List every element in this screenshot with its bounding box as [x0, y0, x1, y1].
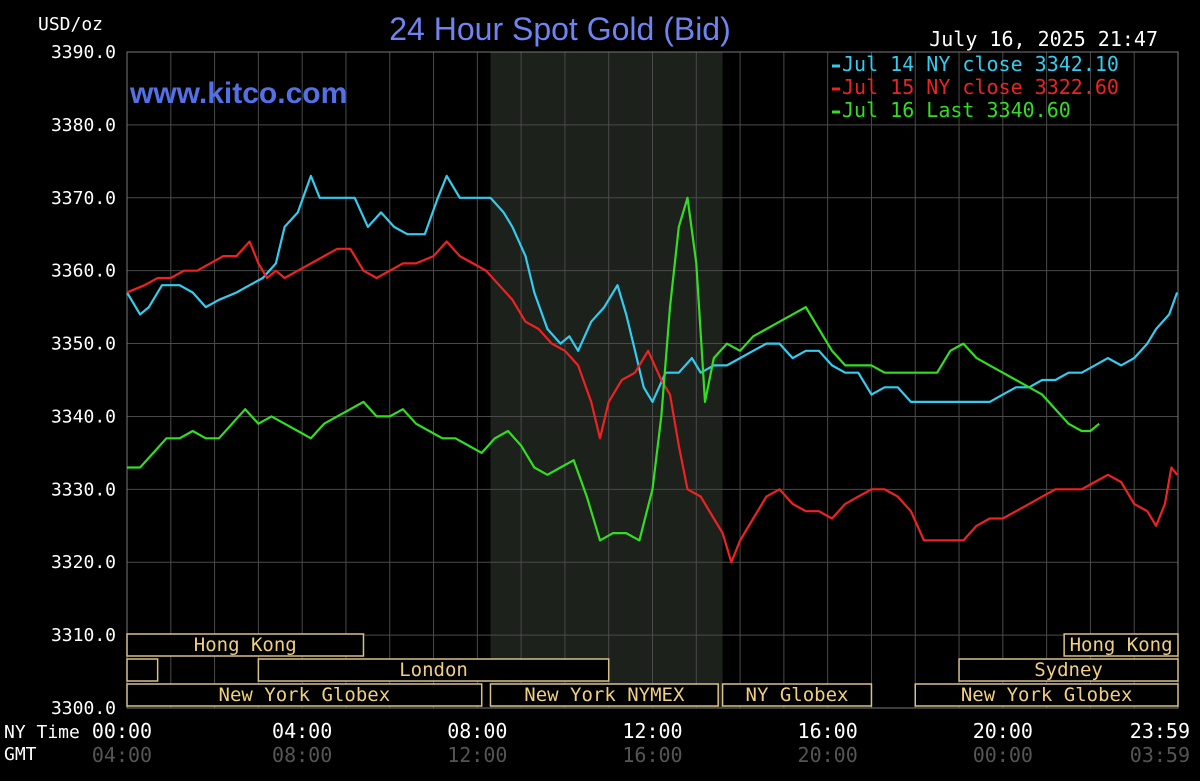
y-tick-label: 3380.0 — [51, 115, 116, 136]
y-tick-label: 3310.0 — [51, 625, 116, 646]
session-box — [1063, 633, 1179, 657]
legend: Jul 14 NY close 3342.10 Jul 15 NY close … — [832, 52, 1119, 122]
x-tick-label-gmt: 00:00 — [973, 743, 1033, 767]
kitco-watermark: www.kitco.com — [129, 77, 347, 110]
x-tick-label-ny: 16:00 — [798, 719, 858, 743]
session-box — [126, 658, 159, 682]
x-tick-label-gmt: 16:00 — [622, 743, 682, 767]
x-tick-label-gmt: 04:00 — [92, 743, 152, 767]
y-tick-label: 3340.0 — [51, 406, 116, 427]
session-label: Hong Kong — [194, 634, 297, 656]
y-tick-label: 3390.0 — [51, 42, 116, 63]
ny-time-row-label: NY Time — [4, 722, 80, 743]
nymex-session-shade — [490, 52, 723, 708]
x-tick-label-gmt: 03:59 — [1130, 743, 1190, 767]
session-box — [257, 658, 610, 682]
x-tick-label-gmt: 12:00 — [447, 743, 507, 767]
session-box — [958, 658, 1179, 682]
session-box — [721, 683, 873, 707]
legend-entry-jul-15: Jul 15 NY close 3322.60 — [842, 75, 1119, 99]
chart-title: 24 Hour Spot Gold (Bid) — [389, 11, 731, 47]
series-line-1 — [126, 240, 1178, 564]
series-line-2 — [127, 196, 1100, 542]
x-tick-label-ny: 20:00 — [973, 719, 1033, 743]
y-tick-label: 3370.0 — [51, 188, 116, 209]
price-series — [126, 174, 1179, 564]
session-box — [489, 683, 719, 707]
y-tick-label: 3360.0 — [51, 261, 116, 282]
gmt-row-label: GMT — [4, 744, 37, 765]
x-tick-label-ny: 04:00 — [272, 719, 332, 743]
session-label: New York Globex — [961, 684, 1133, 706]
y-tick-label: 3350.0 — [51, 334, 116, 355]
x-tick-label-ny: 08:00 — [447, 719, 507, 743]
session-label: New York Globex — [219, 684, 391, 706]
nymex-shaded-region — [490, 52, 723, 708]
y-tick-label: 3330.0 — [51, 479, 116, 500]
y-tick-label: 3300.0 — [51, 698, 116, 719]
plot-border — [126, 51, 1179, 709]
session-label: London — [399, 659, 468, 681]
session-label: Hong Kong — [1070, 634, 1173, 656]
x-tick-label-gmt: 08:00 — [272, 743, 332, 767]
chart-timestamp: July 16, 2025 21:47 — [929, 27, 1158, 51]
x-tick-label-gmt: 20:00 — [798, 743, 858, 767]
session-box — [126, 683, 483, 707]
session-label: NY Globex — [746, 684, 849, 706]
session-box — [126, 633, 365, 657]
session-label: New York NYMEX — [524, 684, 685, 706]
market-sessions: Hong Kong Hong Kong London Sydney New York G… — [126, 633, 1179, 707]
legend-entry-jul-16: Jul 16 Last 3340.60 — [842, 98, 1071, 122]
session-box — [914, 683, 1179, 707]
series-line-0 — [126, 174, 1179, 403]
x-tick-label-ny: 00:00 — [92, 719, 152, 743]
y-axis-unit-label: USD/oz — [38, 14, 103, 35]
session-label: Sydney — [1034, 659, 1103, 681]
x-axis-ticks: 00:00 04:00 08:00 12:00 16:00 20:00 23:5904:00… — [92, 719, 1190, 767]
legend-entry-jul-14: Jul 14 NY close 3342.10 — [842, 52, 1119, 76]
x-tick-label-ny: 23:59 — [1130, 719, 1190, 743]
y-tick-label: 3320.0 — [51, 552, 116, 573]
x-tick-label-ny: 12:00 — [622, 719, 682, 743]
y-axis-ticks: 3390.0 3380.0 3370.0 3360.0 3350.0 3340.0 3330… — [51, 42, 116, 719]
